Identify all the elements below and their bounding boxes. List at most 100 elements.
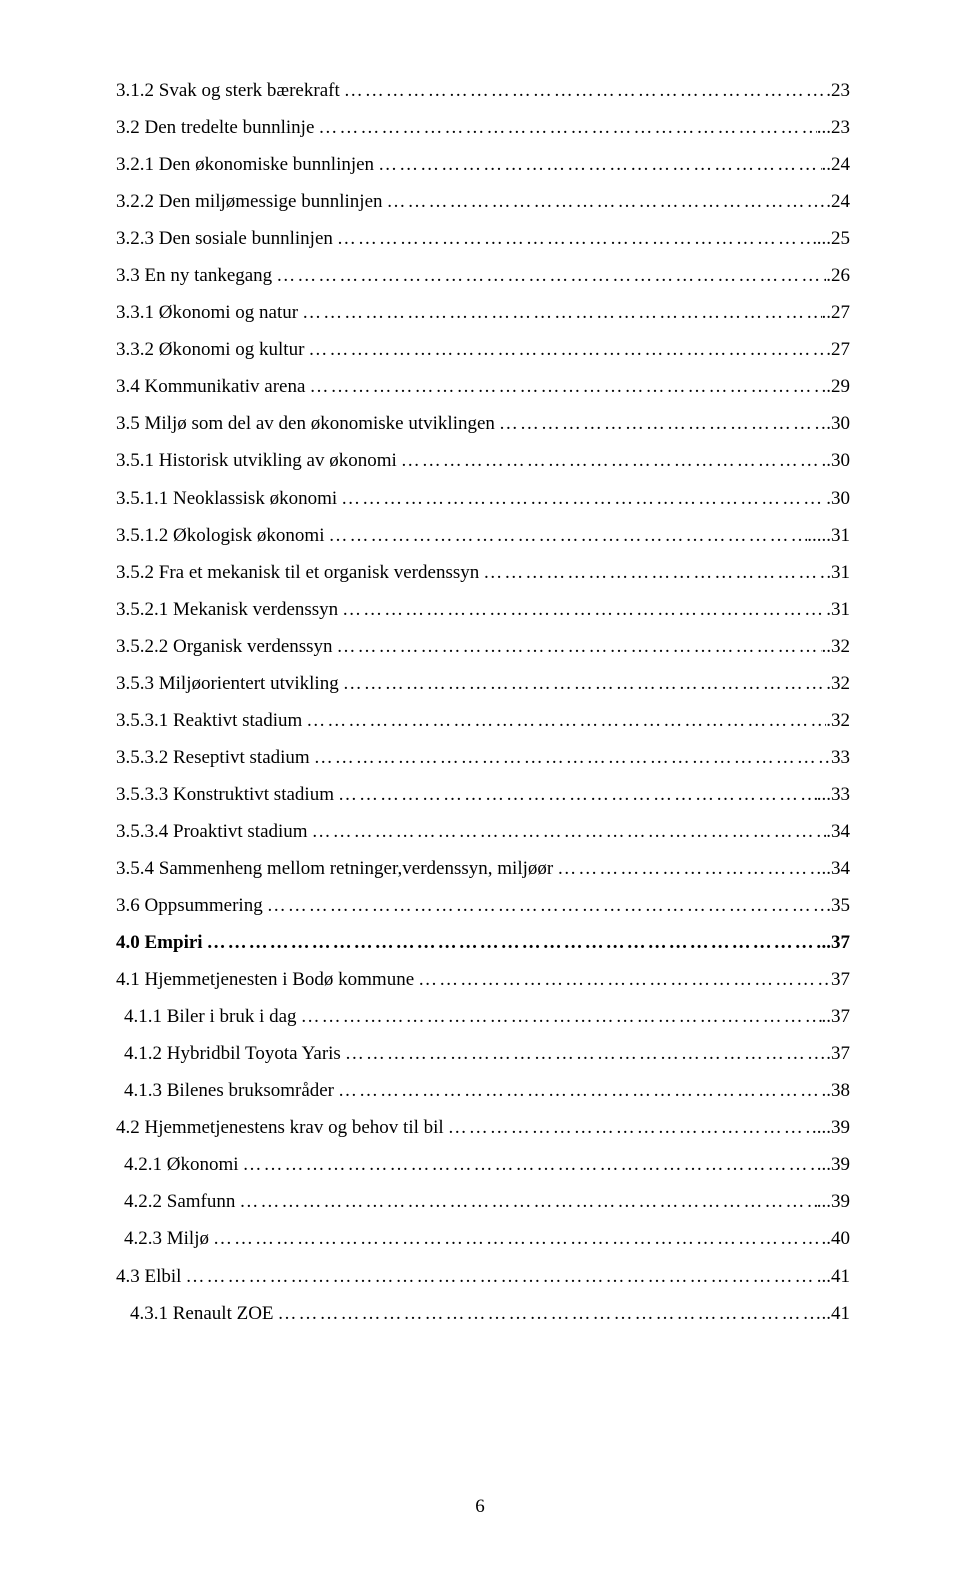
- toc-entry-label: 3.5.1 Historisk utvikling av økonomi: [116, 442, 397, 479]
- toc-row: 3.2 Den tredelte bunnlinje...23: [110, 109, 850, 146]
- toc-entry-label: 3.5.3.1 Reaktivt stadium: [116, 702, 302, 739]
- toc-row: 3.2.2 Den miljømessige bunnlinjen.24: [110, 183, 850, 220]
- toc-entry-page: ..32: [822, 628, 851, 665]
- toc-entry-page: .31: [826, 591, 850, 628]
- toc-entry-label: 4.0 Empiri: [116, 924, 203, 961]
- toc-leader-dots: [324, 517, 807, 554]
- toc-row: 3.1.2 Svak og sterk bærekraft .23: [110, 72, 850, 109]
- table-of-contents: 3.1.2 Svak og sterk bærekraft.233.2 Den …: [110, 72, 850, 1458]
- toc-entry-page: ..37: [822, 924, 851, 961]
- toc-entry-label: 3.3 En ny tankegang: [116, 257, 272, 294]
- toc-entry-label: 3.5.2 Fra et mekanisk til et organisk ve…: [116, 554, 479, 591]
- toc-row: 3.3.1 Økonomi og natur..27: [110, 294, 850, 331]
- toc-row: 3.5.1.1 Neoklassisk økonomi.30: [110, 480, 850, 517]
- toc-entry-page: .35: [826, 887, 850, 924]
- toc-row: 4.1 Hjemmetjenesten i Bodø kommune 37: [110, 961, 850, 998]
- toc-entry-label: 4.2 Hjemmetjenestens krav og behov til b…: [116, 1109, 444, 1146]
- toc-entry-label: 4.2.3 Miljø: [124, 1220, 209, 1257]
- toc-row: 4.1.2 Hybridbil Toyota Yaris .37: [110, 1035, 850, 1072]
- toc-row: 3.5 Miljø som del av den økonomiske utvi…: [110, 405, 850, 442]
- toc-entry-page: .37: [826, 1035, 850, 1072]
- toc-entry-page: .26: [826, 257, 850, 294]
- toc-leader-dots: [341, 1035, 826, 1072]
- toc-row: 3.5.3.1 Reaktivt stadium .32: [110, 702, 850, 739]
- toc-leader-dots: [298, 294, 821, 331]
- toc-entry-label: 3.2.3 Den sosiale bunnlinjen: [116, 220, 333, 257]
- toc-leader-dots: [333, 628, 822, 665]
- toc-entry-page: ..41: [822, 1295, 851, 1332]
- toc-leader-dots: [305, 368, 821, 405]
- toc-leader-dots: [334, 776, 817, 813]
- toc-entry-label: 3.5.1.1 Neoklassisk økonomi: [116, 480, 337, 517]
- toc-leader-dots: [414, 961, 831, 998]
- page-number: 6: [110, 1458, 850, 1525]
- toc-row: 3.3 En ny tankegang .26: [110, 257, 850, 294]
- toc-entry-page: 37: [831, 961, 850, 998]
- toc-leader-dots: [334, 1072, 821, 1109]
- toc-leader-dots: [239, 1146, 817, 1183]
- toc-entry-page: ..24: [822, 146, 851, 183]
- toc-row: 4.2.2 Samfunn ...39: [110, 1183, 850, 1220]
- toc-entry-page: ...39: [817, 1146, 850, 1183]
- toc-row: 3.5.2 Fra et mekanisk til et organisk ve…: [110, 554, 850, 591]
- toc-leader-dots: [338, 591, 826, 628]
- toc-leader-dots: [304, 331, 826, 368]
- toc-entry-label: 3.5.2.2 Organisk verdenssyn: [116, 628, 333, 665]
- toc-row: 4.1.1 Biler i bruk i dag ..37: [110, 998, 850, 1035]
- toc-entry-label: 4.1 Hjemmetjenesten i Bodø kommune: [116, 961, 414, 998]
- toc-entry-label: 3.2.2 Den miljømessige bunnlinjen: [116, 183, 383, 220]
- toc-entry-label: 3.5.3 Miljøorientert utvikling: [116, 665, 339, 702]
- toc-leader-dots: [181, 1258, 816, 1295]
- toc-row: 3.2.3 Den sosiale bunnlinjen...25: [110, 220, 850, 257]
- toc-leader-dots: [337, 480, 826, 517]
- toc-leader-dots: [209, 1220, 822, 1257]
- toc-leader-dots: [397, 442, 822, 479]
- toc-entry-label: 3.3.2 Økonomi og kultur: [116, 331, 304, 368]
- toc-entry-page: 33: [831, 739, 850, 776]
- toc-entry-label: 4.2.1 Økonomi: [124, 1146, 239, 1183]
- toc-entry-label: 3.4 Kommunikativ arena: [116, 368, 305, 405]
- toc-entry-label: 3.1.2 Svak og sterk bærekraft: [116, 72, 340, 109]
- toc-entry-label: 3.5.1.2 Økologisk økonomi: [116, 517, 324, 554]
- toc-row: 3.6 Oppsummering .35: [110, 887, 850, 924]
- toc-entry-page: .32: [826, 665, 850, 702]
- toc-entry-label: 3.5.3.2 Reseptivt stadium: [116, 739, 310, 776]
- toc-entry-label: 4.1.1 Biler i bruk i dag: [124, 998, 297, 1035]
- toc-entry-label: 4.3.1 Renault ZOE: [130, 1295, 274, 1332]
- toc-entry-page: ..37: [822, 998, 851, 1035]
- toc-leader-dots: [297, 998, 822, 1035]
- toc-row: 3.5.3.3 Konstruktivt stadium...33: [110, 776, 850, 813]
- toc-entry-label: 3.5 Miljø som del av den økonomiske utvi…: [116, 405, 495, 442]
- toc-entry-label: 3.5.3.4 Proaktivt stadium: [116, 813, 308, 850]
- toc-row: 4.2.3 Miljø ..40: [110, 1220, 850, 1257]
- toc-entry-label: 4.1.2 Hybridbil Toyota Yaris: [124, 1035, 341, 1072]
- toc-leader-dots: [274, 1295, 822, 1332]
- toc-row: 3.5.1 Historisk utvikling av økonomi..30: [110, 442, 850, 479]
- toc-entry-page: ...39: [817, 1109, 850, 1146]
- toc-row: 3.2.1 Den økonomiske bunnlinjen ..24: [110, 146, 850, 183]
- toc-entry-page: 31: [831, 554, 850, 591]
- toc-leader-dots: [314, 109, 816, 146]
- toc-entry-label: 3.3.1 Økonomi og natur: [116, 294, 298, 331]
- toc-entry-label: 3.5.2.1 Mekanisk verdenssyn: [116, 591, 338, 628]
- toc-entry-page: ..29: [822, 368, 851, 405]
- toc-row: 3.5.3 Miljøorientert utvikling .32: [110, 665, 850, 702]
- toc-leader-dots: [308, 813, 827, 850]
- toc-entry-page: .23: [826, 72, 850, 109]
- toc-entry-label: 4.2.2 Samfunn: [124, 1183, 235, 1220]
- toc-entry-page: .30: [826, 405, 850, 442]
- toc-entry-label: 3.2.1 Den økonomiske bunnlinjen: [116, 146, 374, 183]
- toc-row: 3.4 Kommunikativ arena ..29: [110, 368, 850, 405]
- toc-entry-label: 3.2 Den tredelte bunnlinje: [116, 109, 314, 146]
- toc-entry-page: ...39: [817, 1183, 850, 1220]
- toc-row: 3.5.4 Sammenheng mellom retninger,verden…: [110, 850, 850, 887]
- toc-row: 4.1.3 Bilenes bruksområder..38: [110, 1072, 850, 1109]
- toc-entry-page: .34: [826, 813, 850, 850]
- toc-row: 3.5.2.1 Mekanisk verdenssyn .31: [110, 591, 850, 628]
- toc-entry-page: ..40: [822, 1220, 851, 1257]
- document-page: 3.1.2 Svak og sterk bærekraft.233.2 Den …: [0, 0, 960, 1585]
- toc-entry-label: 3.6 Oppsummering: [116, 887, 263, 924]
- toc-row: 3.5.2.2 Organisk verdenssyn ..32: [110, 628, 850, 665]
- toc-entry-page: .32: [826, 702, 850, 739]
- toc-entry-label: 4.1.3 Bilenes bruksområder: [124, 1072, 334, 1109]
